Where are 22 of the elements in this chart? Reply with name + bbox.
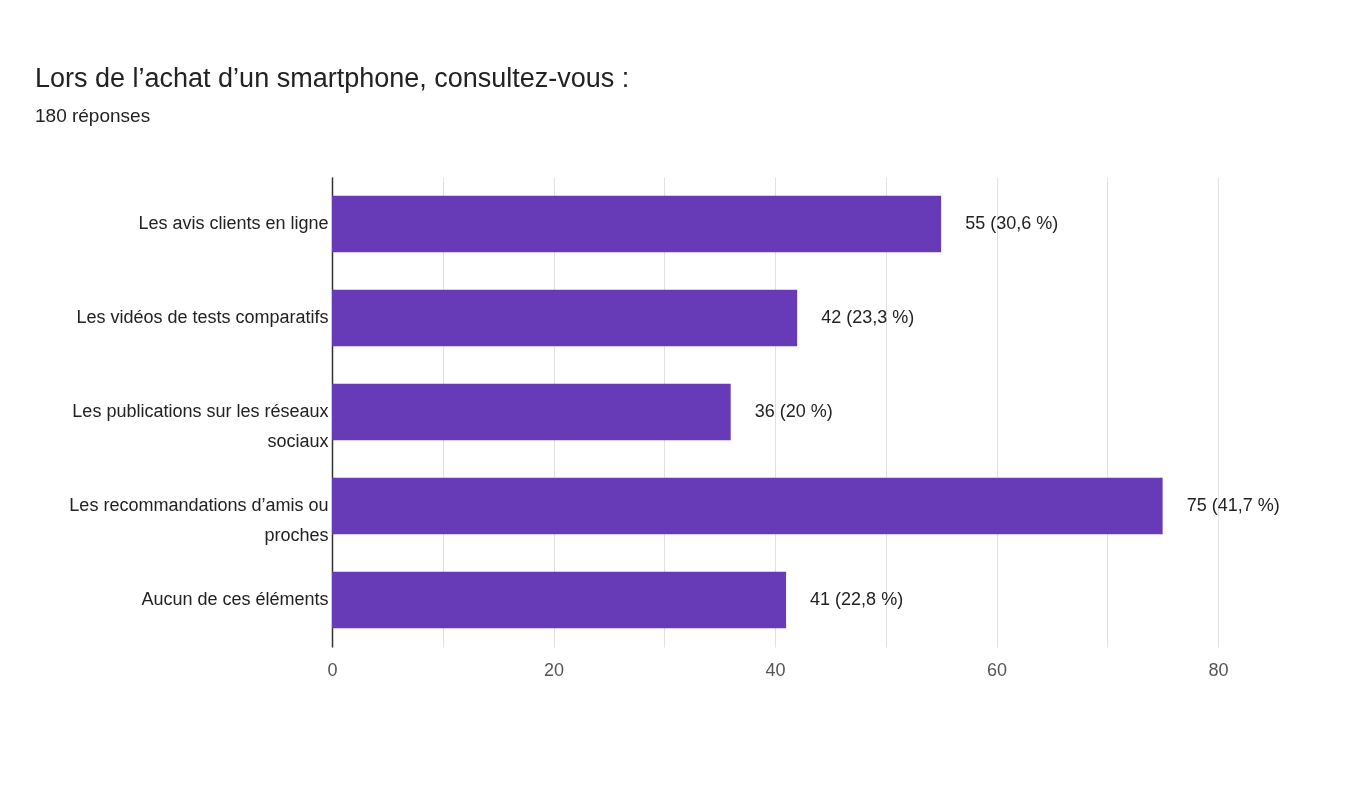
data-label: 36 (20 %): [754, 401, 833, 421]
y-tick-label: Les avis clients en ligne: [138, 213, 329, 233]
bar: [332, 289, 798, 347]
x-tick-label: 0: [327, 659, 338, 680]
x-tick-label: 60: [986, 659, 1008, 680]
chart-title: Lors de l’achat d’un smartphone, consultez-vous :: [35, 63, 630, 93]
bar: [332, 477, 1163, 535]
bar: [332, 383, 731, 441]
data-label: 75 (41,7 %): [1186, 495, 1280, 515]
y-tick-label: Aucun de ces éléments: [141, 589, 329, 609]
data-label: 42 (23,3 %): [821, 307, 915, 327]
x-tick-label: 40: [765, 659, 786, 680]
x-tick-label: 20: [543, 659, 565, 680]
data-label: 41 (22,8 %): [810, 589, 904, 609]
text: 180 réponses: [35, 105, 151, 126]
bar: [332, 195, 942, 253]
y-tick-label: Les recommandations d’amis ou proches: [69, 495, 329, 545]
x-tick-label: 80: [1208, 659, 1229, 680]
y-tick-label: Les publications sur les réseaux sociaux: [72, 401, 329, 451]
bar: [332, 571, 787, 629]
data-label: 55 (30,6 %): [965, 213, 1059, 233]
y-tick-label: Les vidéos de tests comparatifs: [76, 307, 329, 327]
